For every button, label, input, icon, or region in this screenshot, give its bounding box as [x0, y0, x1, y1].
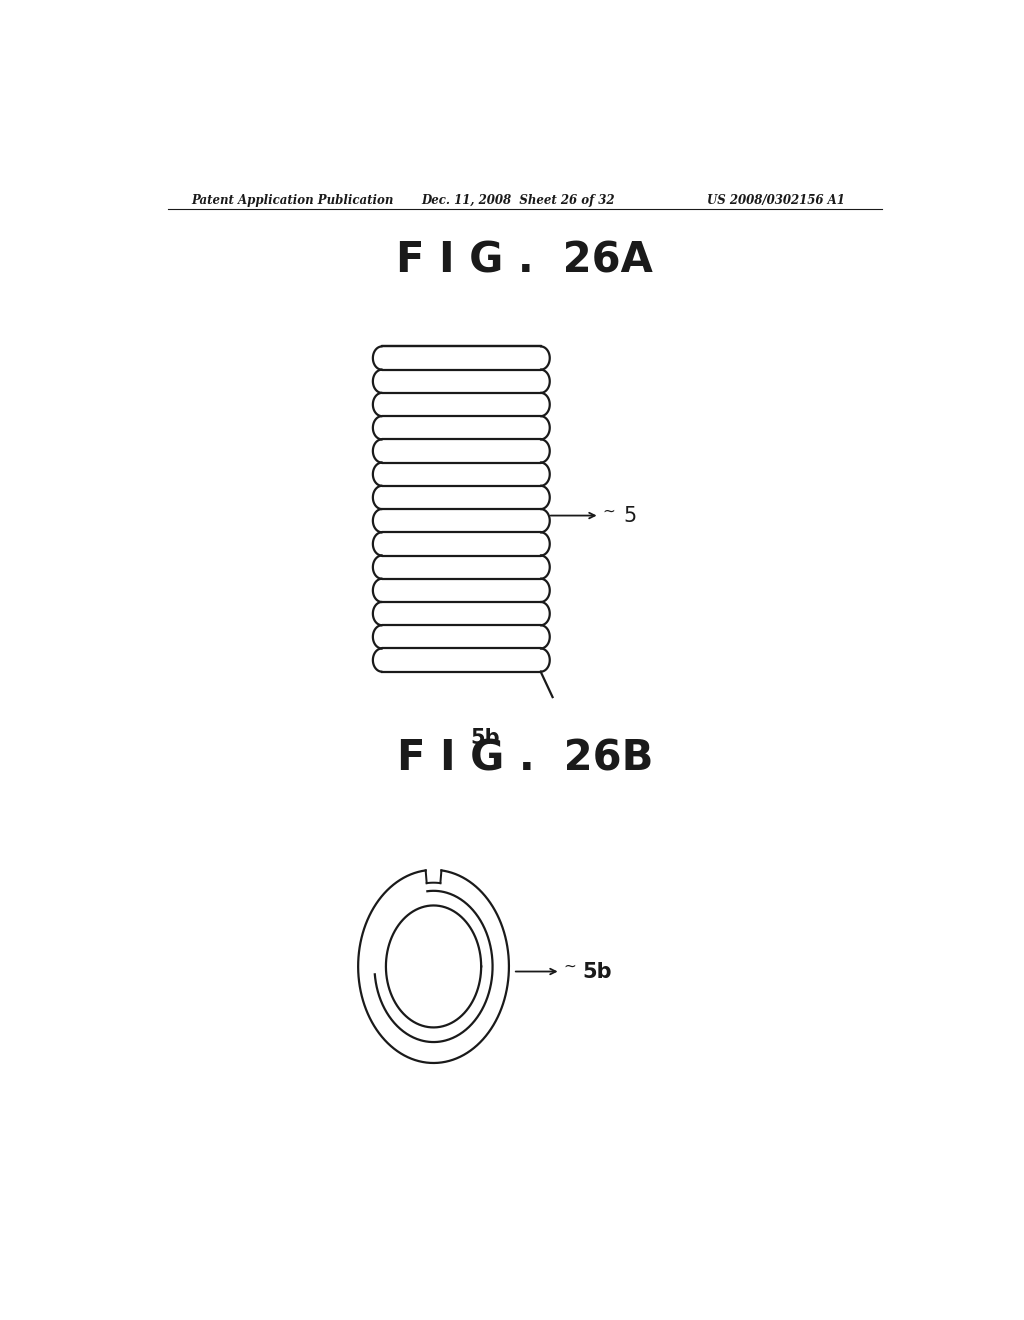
- Text: 5: 5: [624, 506, 637, 525]
- Text: 5b: 5b: [583, 961, 612, 982]
- Text: Dec. 11, 2008  Sheet 26 of 32: Dec. 11, 2008 Sheet 26 of 32: [422, 194, 615, 207]
- Text: 5b: 5b: [470, 727, 500, 747]
- Text: Patent Application Publication: Patent Application Publication: [191, 194, 394, 207]
- Text: F I G .  26B: F I G . 26B: [396, 738, 653, 780]
- Text: ~: ~: [602, 504, 614, 519]
- Text: F I G .  26A: F I G . 26A: [396, 240, 653, 281]
- Text: US 2008/0302156 A1: US 2008/0302156 A1: [708, 194, 845, 207]
- Text: ~: ~: [563, 958, 575, 974]
